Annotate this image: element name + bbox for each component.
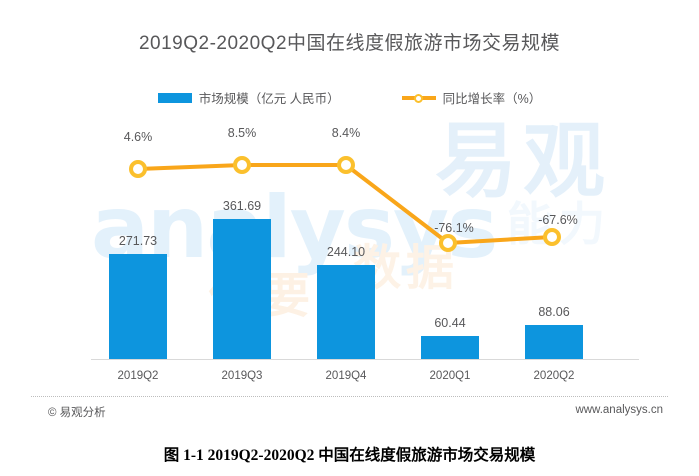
footer-copyright: © 易观分析 — [48, 407, 106, 419]
legend-item-label: 同比增长率（%） — [442, 92, 542, 106]
legend-item-label: 市场规模（亿元 人民币） — [198, 92, 340, 106]
point-label-2020q2: -67.6% — [538, 213, 578, 227]
line-point-2020q2[interactable] — [543, 228, 561, 246]
chart-legend: 市场规模（亿元 人民币） 同比增长率（%） — [31, 88, 668, 107]
point-label-2019q2: 4.6% — [123, 130, 153, 144]
bar-label-2019q4: 244.10 — [326, 245, 366, 259]
plot-area: 271.73 361.69 244.10 60.44 88.06 4.6% 8.… — [31, 6, 668, 430]
footer-divider — [31, 396, 668, 397]
bar-label-2020q1: 60.44 — [434, 316, 466, 330]
bar-label-2019q3: 361.69 — [222, 199, 262, 213]
x-axis-label-2019q2: 2019Q2 — [117, 370, 159, 382]
point-label-2020q1: -76.1% — [434, 221, 474, 235]
bar-2020q1[interactable] — [421, 336, 479, 359]
legend-bar-swatch-icon — [157, 92, 192, 103]
legend-item-market-size[interactable]: 市场规模（亿元 人民币） — [157, 88, 340, 107]
bar-2019q2[interactable] — [109, 254, 167, 359]
chart-title: 2019Q2-2020Q2中国在线度假旅游市场交易规模 — [138, 33, 561, 54]
bar-label-2020q2: 88.06 — [538, 305, 570, 319]
line-point-2019q4[interactable] — [337, 156, 355, 174]
x-axis-label-2019q3: 2019Q3 — [221, 370, 263, 382]
footer-website[interactable]: www.analysys.cn — [575, 404, 663, 416]
line-point-2019q2[interactable] — [129, 160, 147, 178]
point-label-2019q3: 8.5% — [227, 126, 257, 140]
growth-rate-line — [129, 156, 561, 252]
line-point-2019q3[interactable] — [233, 156, 251, 174]
bar-label-2019q2: 271.73 — [118, 234, 158, 248]
legend-line-swatch-icon — [401, 93, 436, 103]
bar-2019q3[interactable] — [213, 219, 271, 359]
x-axis-line — [91, 359, 639, 360]
x-axis-label-2019q4: 2019Q4 — [325, 370, 367, 382]
line-point-2020q1[interactable] — [439, 234, 457, 252]
bar-2020q2[interactable] — [525, 325, 583, 359]
figure-caption: 图 1-1 2019Q2-2020Q2 中国在线度假旅游市场交易规模 — [163, 447, 536, 464]
x-axis-label-2020q2: 2020Q2 — [533, 370, 575, 382]
bar-2019q4[interactable] — [317, 265, 375, 359]
point-label-2019q4: 8.4% — [331, 126, 361, 140]
chart-card: analysys 易观 能力 数据 你要 2019Q2-2020Q2中国在线度假… — [31, 6, 668, 430]
legend-item-growth-rate[interactable]: 同比增长率（%） — [401, 88, 542, 107]
x-axis-label-2020q1: 2020Q1 — [429, 370, 471, 382]
